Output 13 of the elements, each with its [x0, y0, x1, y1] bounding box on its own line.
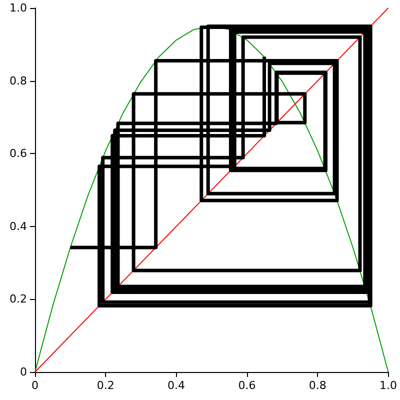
- x-tick-label: 0.4: [168, 379, 186, 392]
- x-tick-label: 0.6: [238, 379, 256, 392]
- y-tick-label: 1.0: [10, 2, 27, 14]
- x-tick-label: 0: [32, 379, 38, 392]
- x-tick-label: 1.0: [380, 379, 398, 392]
- y-tick-label: 0: [20, 366, 27, 378]
- y-tick-label: 0.4: [10, 220, 27, 233]
- y-tick-label: 0.2: [10, 292, 27, 306]
- x-tick-label: 0.8: [308, 379, 326, 392]
- line-series: [68, 24, 372, 308]
- y-tick-label: 0.6: [10, 147, 27, 160]
- y-tick-label: 0.8: [10, 74, 27, 88]
- x-tick-label: 0.2: [96, 379, 114, 392]
